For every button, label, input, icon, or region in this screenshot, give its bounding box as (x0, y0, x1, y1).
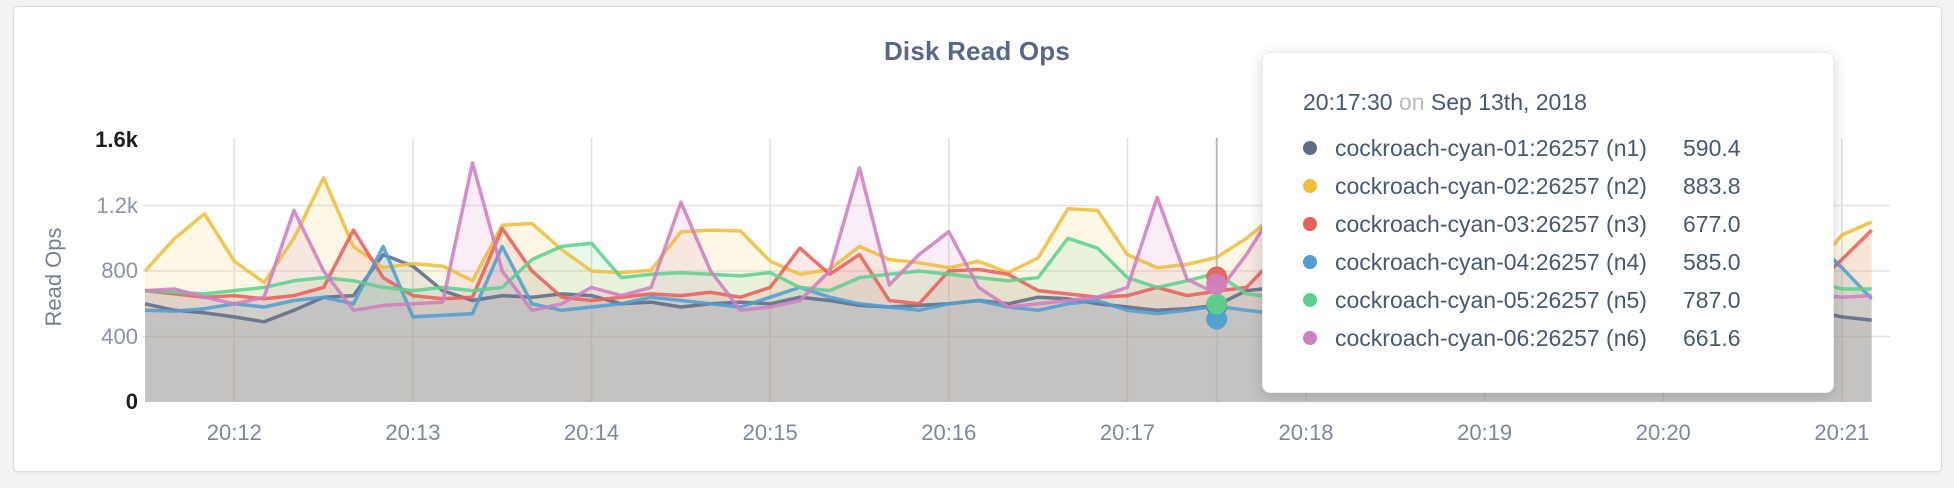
series-color-dot (1303, 293, 1317, 307)
tooltip-series-name: cockroach-cyan-04:26257 (n4) (1335, 248, 1647, 275)
chart-title: Disk Read Ops (883, 36, 1071, 66)
tooltip-series-value: 677.0 (1683, 210, 1741, 237)
tooltip-time: 20:17:30 (1303, 89, 1393, 115)
tooltip-series-value: 590.4 (1683, 134, 1741, 161)
tooltip-series-name: cockroach-cyan-01:26257 (n1) (1335, 134, 1647, 161)
y-axis-title: Read Ops (41, 227, 66, 327)
tooltip-rows: cockroach-cyan-01:26257 (n1) 590.4 cockroa… (1303, 129, 1793, 357)
series-color-dot (1303, 217, 1317, 231)
tooltip-date: Sep 13th, 2018 (1430, 89, 1587, 115)
tooltip-header: 20:17:30 on Sep 13th, 2018 (1303, 87, 1793, 117)
series-color-dot (1303, 331, 1317, 345)
series-color-dot (1303, 179, 1317, 193)
tooltip-row: cockroach-cyan-06:26257 (n6) 661.6 (1303, 319, 1793, 357)
tooltip-series-name: cockroach-cyan-03:26257 (n3) (1335, 210, 1647, 237)
tooltip-series-value: 787.0 (1683, 286, 1741, 313)
tooltip-row: cockroach-cyan-03:26257 (n3) 677.0 (1303, 205, 1793, 243)
tooltip-series-value: 883.8 (1683, 172, 1741, 199)
tooltip-conjunction: on (1398, 89, 1425, 115)
tooltip-series-name: cockroach-cyan-06:26257 (n6) (1335, 324, 1647, 351)
tooltip-row: cockroach-cyan-01:26257 (n1) 590.4 (1303, 129, 1793, 167)
series-color-dot (1303, 141, 1317, 155)
tooltip-row: cockroach-cyan-04:26257 (n4) 585.0 (1303, 243, 1793, 281)
tooltip-series-value: 585.0 (1683, 248, 1741, 275)
tooltip-series-value: 661.6 (1683, 324, 1741, 351)
tooltip-series-name: cockroach-cyan-05:26257 (n5) (1335, 286, 1647, 313)
tooltip-row: cockroach-cyan-02:26257 (n2) 883.8 (1303, 167, 1793, 205)
tooltip-series-name: cockroach-cyan-02:26257 (n2) (1335, 172, 1647, 199)
series-color-dot (1303, 255, 1317, 269)
hover-tooltip: 20:17:30 on Sep 13th, 2018 cockroach-cya… (1262, 52, 1834, 393)
tooltip-row: cockroach-cyan-05:26257 (n5) 787.0 (1303, 281, 1793, 319)
